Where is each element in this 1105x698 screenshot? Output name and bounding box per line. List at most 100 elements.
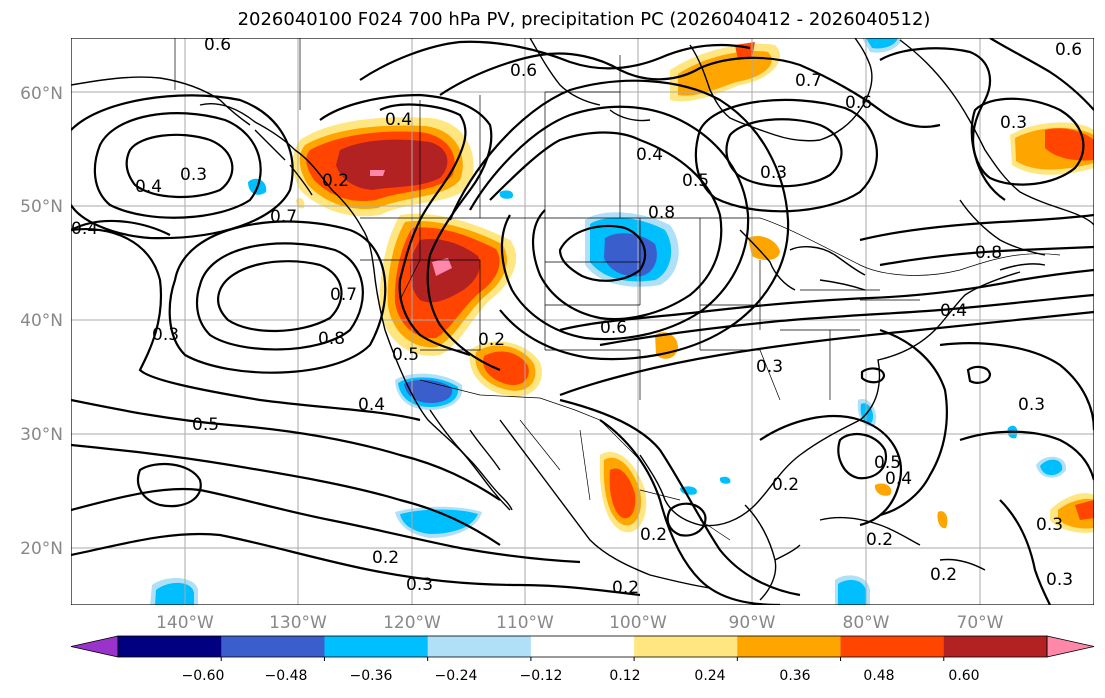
colorbar-segment bbox=[118, 636, 222, 657]
contour-hudson-low-2 bbox=[694, 98, 878, 213]
lat-label: 30°N bbox=[20, 425, 63, 445]
contour-gulf-south-1 bbox=[559, 398, 801, 597]
contour-ridge-central-4 bbox=[558, 224, 647, 282]
contour-label: 0.6 bbox=[204, 35, 231, 55]
contour-pacific-band-5 bbox=[71, 532, 641, 597]
contour-label: 0.2 bbox=[372, 548, 399, 568]
precip-bc-darkred bbox=[336, 139, 448, 190]
precip-neg-pacific-cyan bbox=[400, 509, 478, 534]
lat-label: 40°N bbox=[20, 311, 63, 331]
contour-pacific-band-1 bbox=[71, 228, 421, 422]
precip-atlantic-red bbox=[1075, 500, 1094, 520]
contour-label: 0.4 bbox=[358, 395, 385, 415]
contour-low-gulf-of-alaska-2 bbox=[93, 112, 262, 219]
lat-label: 50°N bbox=[20, 197, 63, 217]
colorbar-tick-label: −0.12 bbox=[520, 668, 563, 684]
colorbar-tick-label: −0.36 bbox=[350, 668, 393, 684]
contour-label: 0.5 bbox=[682, 171, 709, 191]
contour-atlantic-3 bbox=[959, 430, 1094, 481]
precip-utah-red bbox=[483, 351, 529, 386]
colorbar-ticks: −0.60 −0.48 −0.36 −0.24 −0.12 0.12 0.24 … bbox=[182, 668, 980, 684]
contour-east-band-1 bbox=[559, 268, 1094, 332]
contour-atlantic-2 bbox=[939, 342, 1094, 431]
us-mexico-border bbox=[419, 379, 641, 461]
contour-label: 0.4 bbox=[636, 145, 663, 165]
coast-cuba bbox=[819, 516, 986, 571]
contour-caribbean bbox=[759, 414, 903, 527]
colorbar-segment bbox=[840, 636, 945, 657]
colorbar-segment bbox=[943, 636, 1048, 657]
longitude-labels: 140°W 130°W 120°W 110°W 100°W 90°W 80°W … bbox=[156, 613, 1004, 633]
coast-yucatan bbox=[744, 504, 801, 601]
latitude-labels: 60°N 50°N 40°N 30°N 20°N bbox=[20, 84, 63, 559]
colorbar-segment bbox=[737, 636, 842, 657]
contour-label: 0.6 bbox=[600, 318, 627, 338]
contour-pacific-high bbox=[217, 260, 343, 333]
contour-hudson-low bbox=[725, 118, 843, 188]
contour-north-band bbox=[439, 52, 941, 128]
contour-label: 0.4 bbox=[135, 177, 162, 197]
colorbar-tick-label: −0.24 bbox=[435, 668, 478, 684]
contour-east-band-3 bbox=[559, 310, 1094, 397]
lon-label: 70°W bbox=[957, 613, 1004, 633]
contour-label: 0.3 bbox=[1036, 515, 1063, 535]
coast-mexico-west bbox=[499, 419, 711, 589]
contour-northeast-ridge bbox=[879, 47, 1006, 201]
canada-province-lines bbox=[174, 38, 621, 218]
contour-label: 0.3 bbox=[1046, 570, 1073, 590]
colorbar-tick-label: 0.36 bbox=[779, 668, 810, 684]
contour-label-group: 0.6 0.6 0.7 0.6 0.6 0.4 0.3 0.4 0.3 0.4 … bbox=[71, 35, 1082, 598]
contour-label: 0.8 bbox=[318, 329, 345, 349]
mexico-state-lines bbox=[519, 419, 731, 541]
precip-bc-pink bbox=[370, 170, 385, 176]
contour-pacific-band-2 bbox=[71, 398, 501, 501]
political-borders bbox=[174, 38, 1061, 541]
contour-label: 0.5 bbox=[192, 415, 219, 435]
contour-labrador-loop bbox=[970, 97, 1085, 186]
contour-label: 0.2 bbox=[866, 530, 893, 550]
precip-idaho-pink bbox=[432, 258, 452, 276]
contour-east-band-2 bbox=[599, 293, 1094, 347]
coastlines bbox=[71, 38, 1094, 601]
contour-label: 0.8 bbox=[648, 203, 675, 223]
lon-label: 130°W bbox=[269, 613, 327, 633]
contour-label: 0.2 bbox=[612, 578, 639, 598]
contour-small-loop-atlantic-2 bbox=[860, 367, 886, 384]
lat-label: 20°N bbox=[20, 539, 63, 559]
colorbar-segment bbox=[634, 636, 738, 657]
contour-label: 0.2 bbox=[640, 525, 667, 545]
lon-label: 110°W bbox=[496, 613, 554, 633]
contour-label: 0.6 bbox=[510, 61, 537, 81]
map-background bbox=[71, 38, 1094, 605]
colorbar-tick-label: 0.48 bbox=[863, 668, 894, 684]
lon-label: 90°W bbox=[729, 613, 776, 633]
contour-label: 0.8 bbox=[975, 243, 1002, 263]
contour-label: 0.4 bbox=[885, 469, 912, 489]
precip-neg-caribbean-cyan bbox=[838, 580, 866, 605]
contour-pacific-small-low bbox=[136, 463, 202, 508]
colorbar-segment bbox=[221, 636, 325, 657]
contour-label: 0.4 bbox=[940, 301, 967, 321]
contour-caribbean-2 bbox=[837, 432, 888, 480]
lon-label: 140°W bbox=[156, 613, 214, 633]
contour-pacific-high-2 bbox=[195, 242, 364, 351]
contour-label: 0.4 bbox=[71, 219, 98, 239]
lon-label: 80°W bbox=[843, 613, 890, 633]
precip-florida-blob bbox=[874, 483, 892, 496]
contour-pacific-high-3 bbox=[168, 220, 387, 374]
figure-title: 2026040100 F024 700 hPa PV, precipitatio… bbox=[238, 9, 931, 30]
lat-label: 60°N bbox=[20, 84, 63, 104]
contour-label: 0.2 bbox=[478, 330, 505, 350]
contour-label: 0.5 bbox=[874, 453, 901, 473]
precip-hudson-orange bbox=[678, 50, 772, 96]
coast-hudson-bay bbox=[689, 38, 873, 142]
contour-low-gulf-of-alaska-3 bbox=[71, 94, 294, 240]
colorbar-tick-label: 0.24 bbox=[694, 668, 725, 684]
colorbar-tick-label: −0.48 bbox=[265, 668, 308, 684]
coast-great-lakes bbox=[739, 229, 866, 291]
contour-small-loop-gulf bbox=[666, 502, 707, 537]
colorbar-segment bbox=[530, 636, 635, 657]
precip-neg-dakotas bbox=[499, 190, 514, 199]
contour-label: 0.6 bbox=[1055, 40, 1082, 60]
